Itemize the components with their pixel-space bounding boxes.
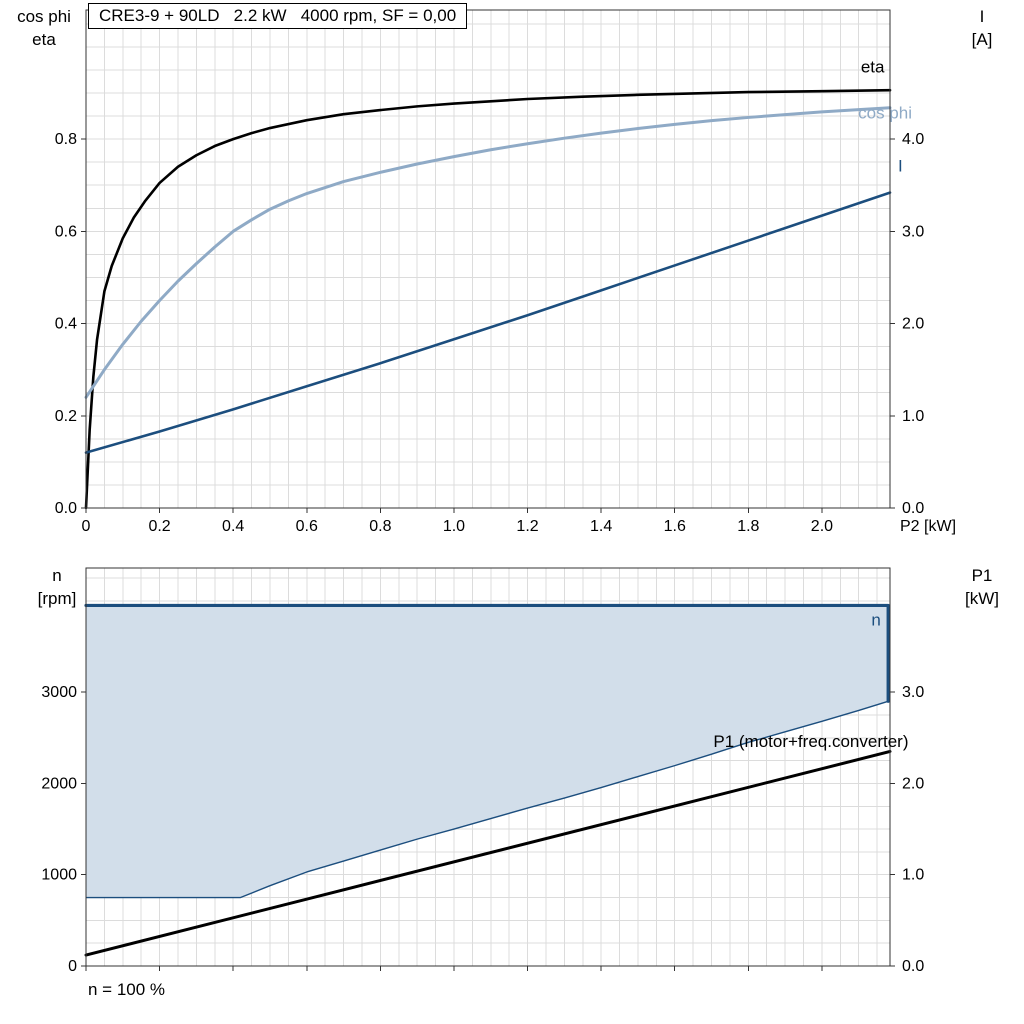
curve-label-p1: P1 (motor+freq.converter) [713,732,908,751]
series-cos-phi [84,106,892,399]
series-eta [84,88,892,510]
series-speed-n [84,603,890,703]
ticks [81,691,895,971]
y-tick-label-right: 4.0 [902,131,924,148]
chart-bottom: 0 1000 2000 3000 0.0 1.0 2.0 3.0 n P1 (motor+freq… [41,567,924,975]
y-tick-label-right: 1.0 [902,867,924,884]
y-tick-label-left: 0.0 [55,500,77,517]
operating-range-lower-edge [86,700,889,899]
plot-border [85,9,891,509]
pump-title-box: CRE3-9 + 90LD 2.2 kW 4000 rpm, SF = 0,00 [88,3,468,29]
x-tick-label: 2.0 [811,518,833,535]
y-tick-label-right: 3.0 [902,223,924,240]
curve-label-speed-n: n [871,611,880,630]
axis-label-cos-phi: cos phi [17,7,71,26]
y-tick-label-left: 0.8 [55,131,77,148]
tick-labels: 0 0.2 0.4 0.6 0.8 1.0 1.2 1.4 1.6 1.8 2.0 0.0 0.2 0.4… [55,131,956,535]
x-tick-label: 0.2 [148,518,170,535]
curve-label-cos-phi: cos phi [858,103,912,122]
y-tick-label-right: 2.0 [902,775,924,792]
y-tick-label-left: 0 [68,958,77,975]
y-tick-label-right: 0.0 [902,958,924,975]
y-tick-label-right: 2.0 [902,316,924,333]
series-current-I [84,191,892,454]
bottom-left-axis-label: n [rpm] [20,564,94,610]
y-tick-label-right: 0.0 [902,500,924,517]
x-tick-label: 1.2 [516,518,538,535]
plot-border [85,567,891,967]
y-tick-label-left: 0.6 [55,223,77,240]
operating-range-band [86,605,889,898]
bottom-right-axis-label: P1 [kW] [946,564,1018,610]
axis-label-eta: eta [32,30,56,49]
ticks [81,138,895,513]
series-p1-motor-freq-converter [84,749,892,957]
x-tick-label: 0.4 [222,518,244,535]
x-tick-label: 0.8 [369,518,391,535]
y-tick-label-left: 2000 [41,775,77,792]
y-tick-label-left: 0.4 [55,316,77,333]
top-right-axis-label: I [A] [946,5,1018,51]
axis-label-I: I [979,7,985,26]
axis-label-P1: P1 [971,566,993,585]
chart-top: 0 0.2 0.4 0.6 0.8 1.0 1.2 1.4 1.6 1.8 2.0 0.0 0.2 0.4… [55,9,956,535]
x-tick-label: 0 [82,518,91,535]
curve-label-eta: eta [861,57,885,76]
y-tick-label-left: 1000 [41,867,77,884]
y-tick-label-left: 0.2 [55,408,77,425]
x-tick-label: 0.6 [296,518,318,535]
top-left-axis-label: cos phi eta [4,5,84,51]
axis-label-kW-unit: [kW] [965,589,999,608]
speed-percent-note: n = 100 % [88,980,166,999]
y-tick-label-left: 3000 [41,684,77,701]
x-tick-label: 1.0 [443,518,465,535]
x-axis-title: P2 [kW] [900,518,956,535]
x-tick-label: 1.4 [590,518,612,535]
grid [85,10,890,509]
y-tick-label-right: 1.0 [902,408,924,425]
x-tick-label: 1.8 [737,518,759,535]
curve-label-current-I: I [898,156,903,175]
axis-label-n: n [52,566,62,585]
axis-label-A-unit: [A] [971,30,993,49]
tick-labels: 0 1000 2000 3000 0.0 1.0 2.0 3.0 [41,684,924,975]
x-tick-label: 1.6 [664,518,686,535]
axis-label-rpm-unit: [rpm] [37,589,77,608]
y-tick-label-right: 3.0 [902,684,924,701]
